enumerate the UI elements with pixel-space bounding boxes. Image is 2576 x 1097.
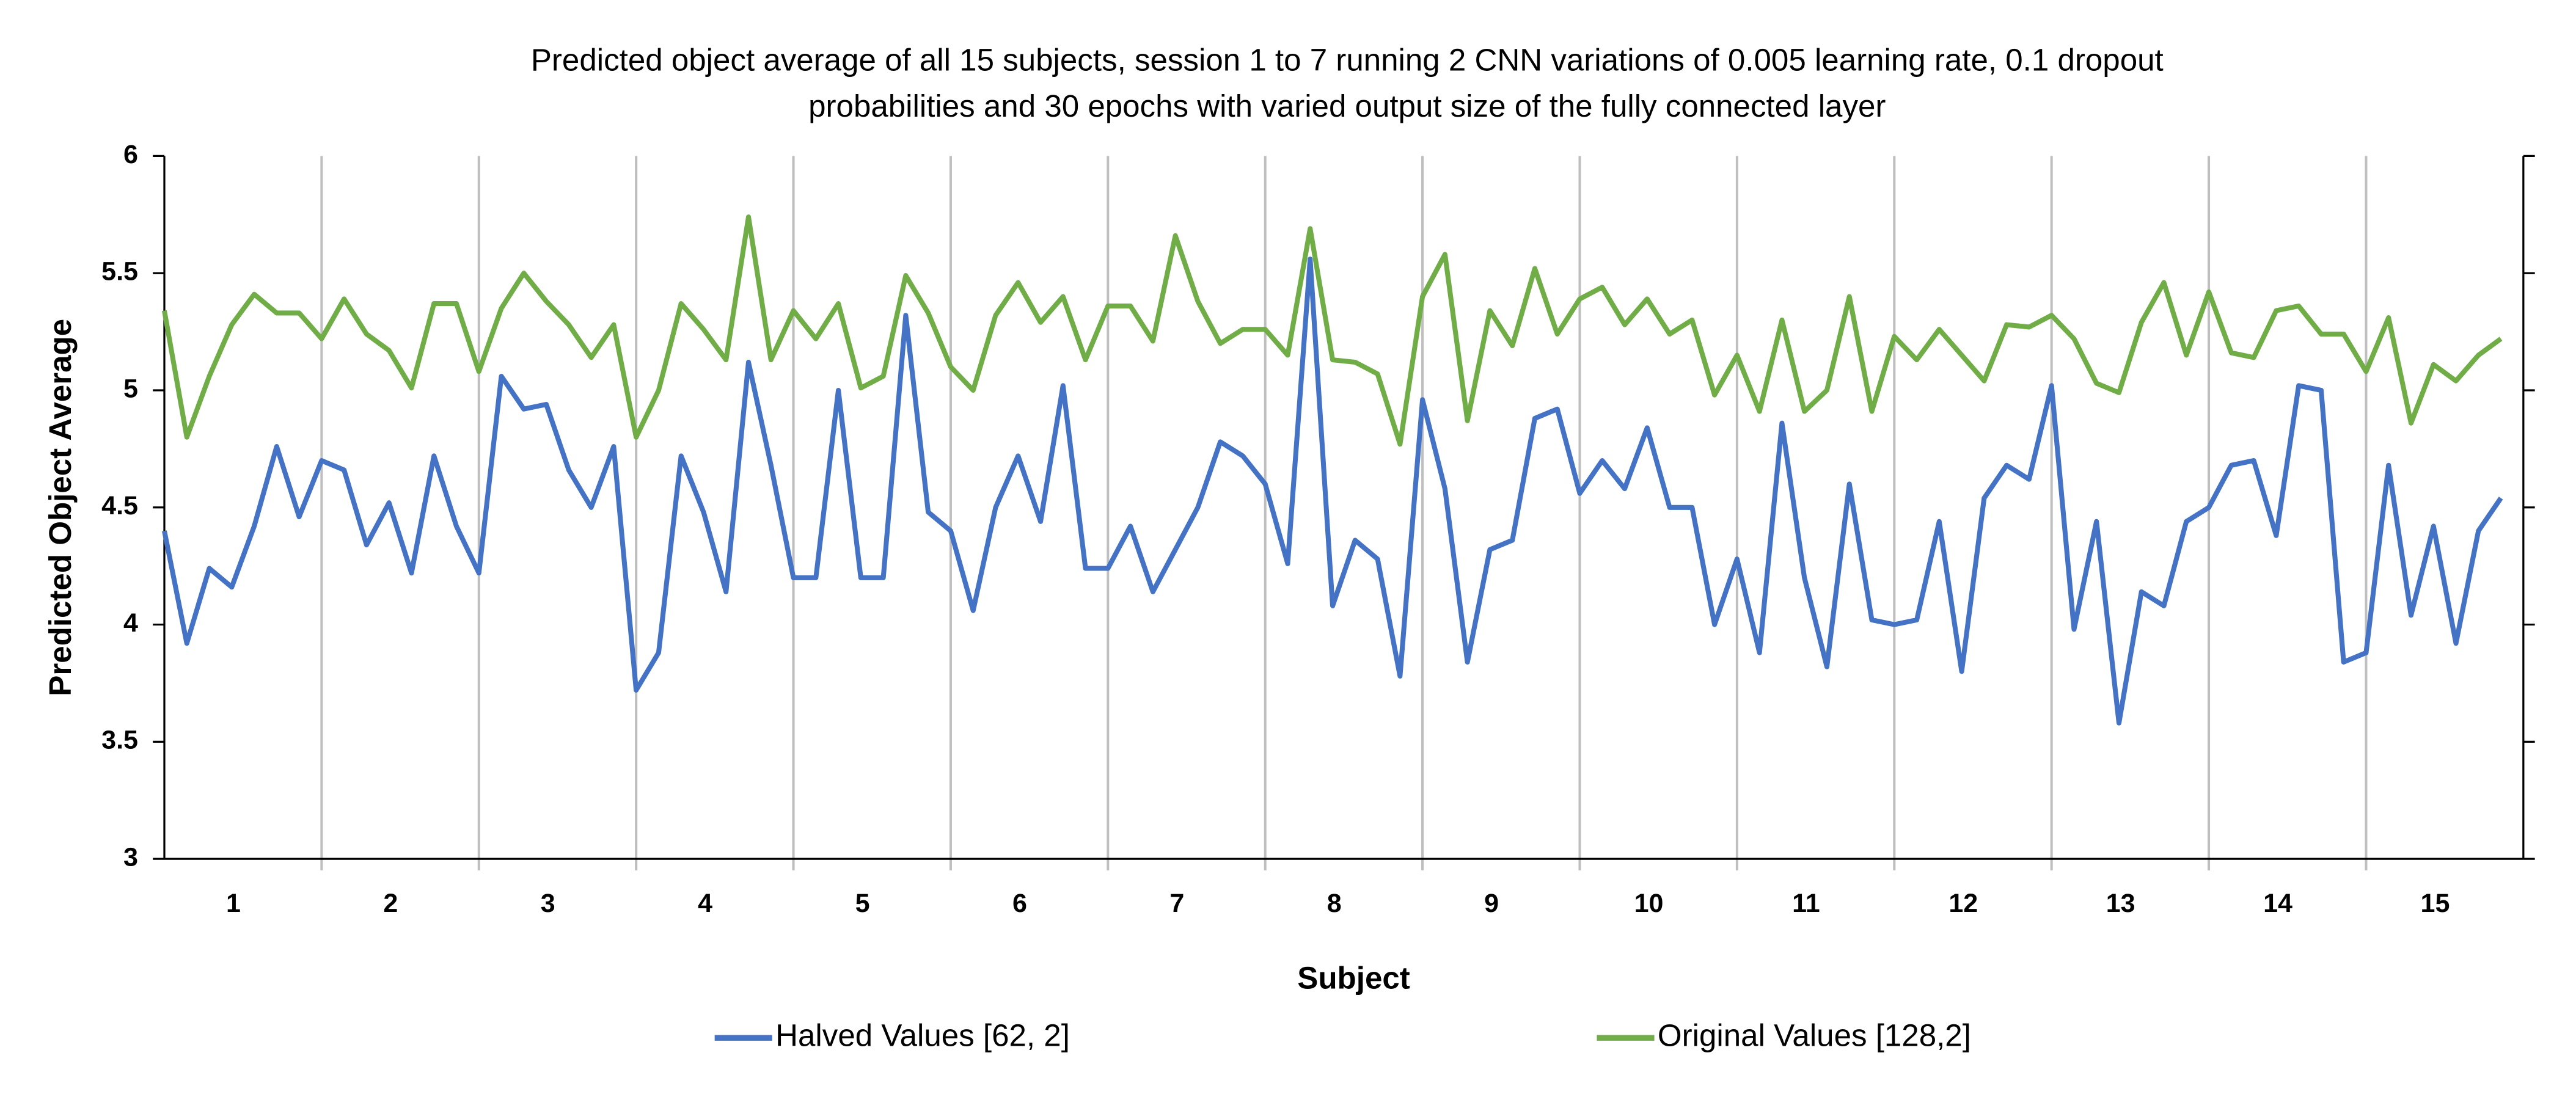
x-tick-label: 15	[2421, 889, 2450, 918]
x-tick-label: 7	[1169, 889, 1184, 918]
chart-title: probabilities and 30 epochs with varied …	[808, 89, 1886, 123]
x-tick-label: 11	[1792, 889, 1820, 918]
series-line	[162, 257, 2503, 726]
x-tick-label: 2	[383, 889, 398, 918]
x-tick-label: 1	[226, 889, 241, 918]
x-tick-label: 12	[1948, 889, 1978, 918]
chart-title: Predicted object average of all 15 subje…	[531, 43, 2164, 78]
y-tick-label: 5	[123, 374, 138, 403]
y-axis-title: Predicted Object Average	[43, 319, 78, 696]
y-tick-label: 5.5	[101, 257, 138, 286]
x-tick-label: 5	[855, 889, 870, 918]
x-tick-label: 10	[1634, 889, 1664, 918]
y-tick-label: 6	[123, 140, 138, 169]
x-tick-label: 14	[2263, 889, 2292, 918]
y-tick-label: 3.5	[101, 726, 138, 755]
legend-label: Original Values [128,2]	[1658, 1018, 1971, 1053]
x-tick-label: 9	[1484, 889, 1499, 918]
y-tick-label: 3	[123, 843, 138, 872]
series-line	[162, 214, 2503, 447]
legend-label: Halved Values [62, 2]	[775, 1018, 1070, 1053]
x-tick-label: 13	[2106, 889, 2135, 918]
y-tick-label: 4.5	[101, 491, 138, 520]
x-tick-label: 4	[698, 889, 712, 918]
x-tick-label: 3	[541, 889, 555, 918]
x-tick-label: 8	[1327, 889, 1342, 918]
x-axis-title: Subject	[1297, 961, 1410, 996]
y-tick-label: 4	[123, 608, 138, 638]
x-tick-label: 6	[1012, 889, 1027, 918]
